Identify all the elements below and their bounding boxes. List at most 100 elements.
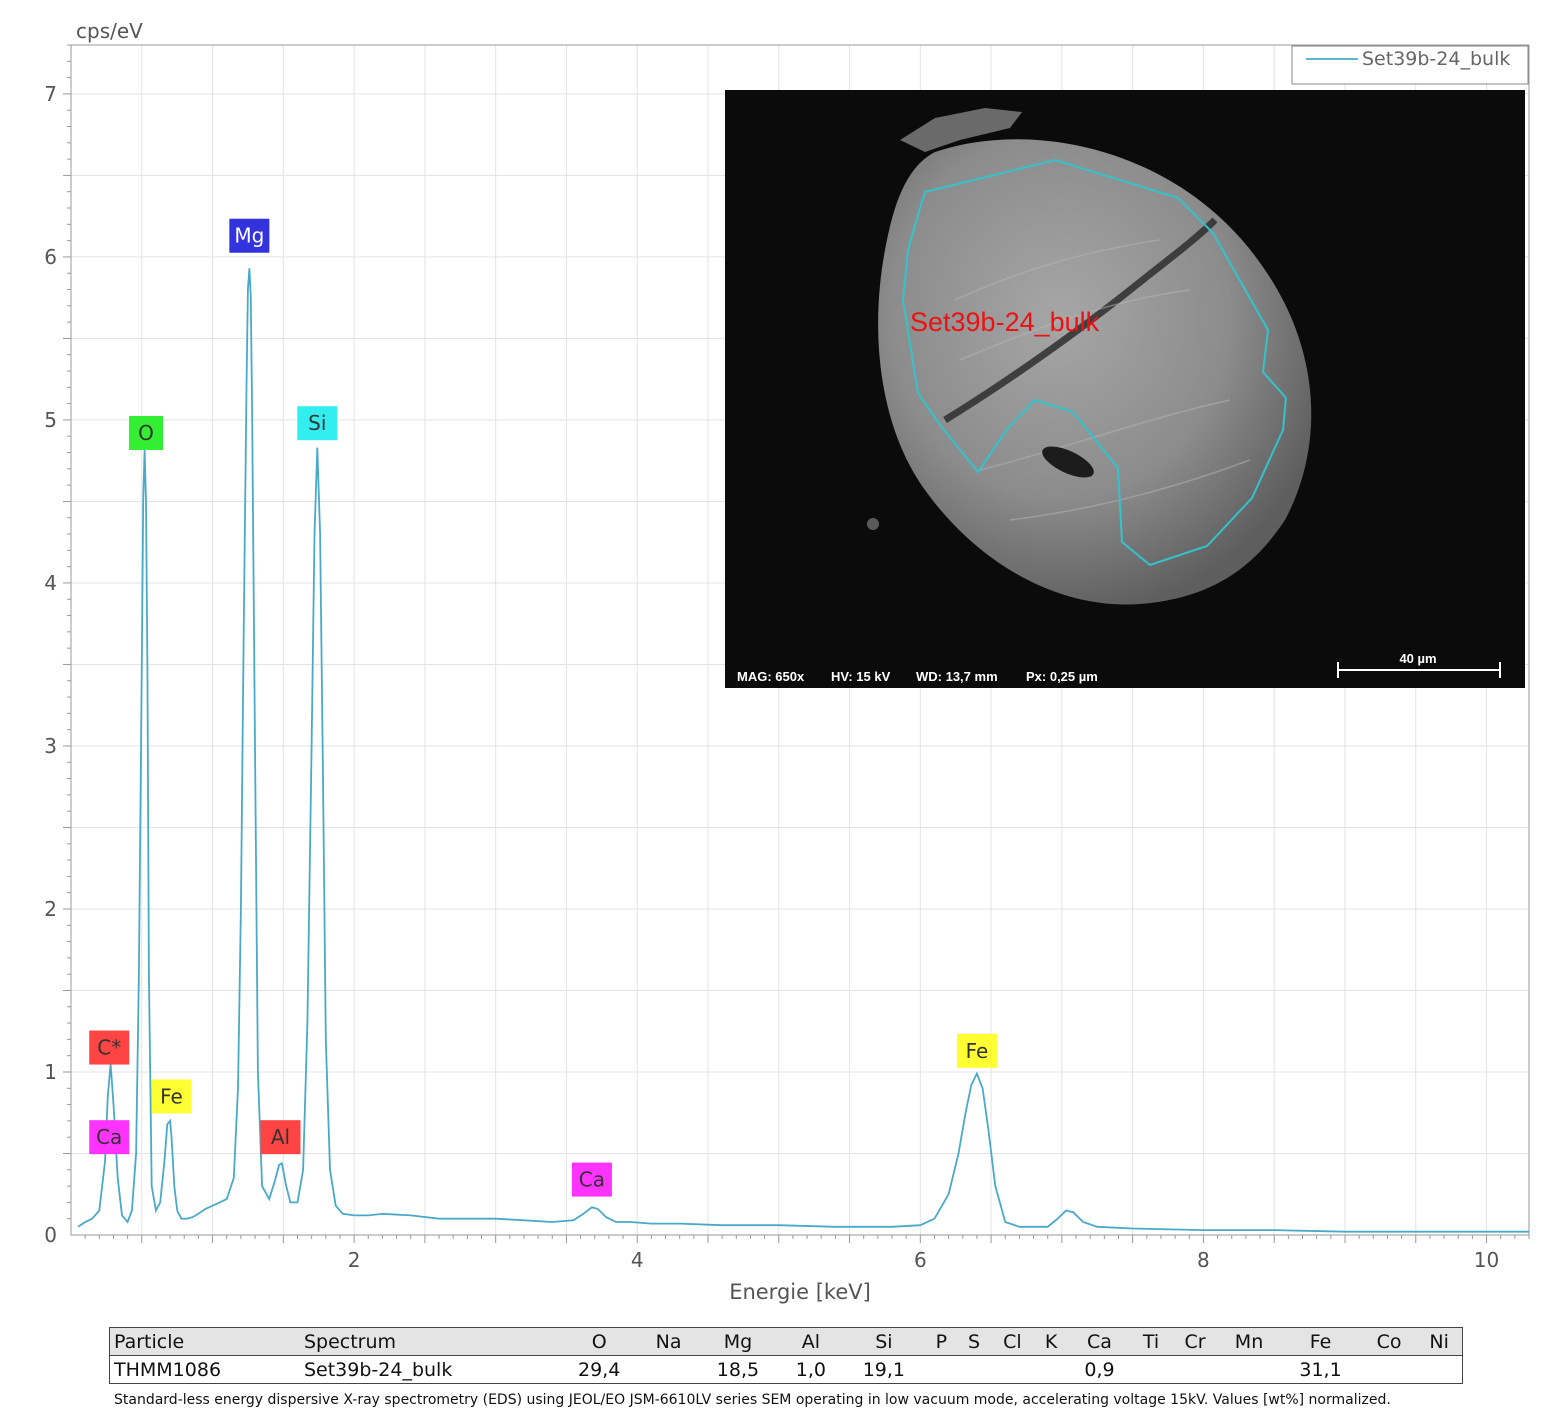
- table-header-cell: Al: [801, 1330, 821, 1353]
- sem-debris: [900, 108, 1022, 152]
- peak-label-box: [260, 1120, 301, 1155]
- composition-table: Particle Spectrum O Na Mg Al Si P S Cl K Ca Ti Cr Mn Fe…: [109, 1327, 1463, 1384]
- table-cell: [991, 1356, 1035, 1384]
- peak-label-text: Ca: [96, 1125, 122, 1149]
- peak-label-text: O: [138, 421, 154, 445]
- peak-label: Fe: [956, 1033, 997, 1068]
- peak-label-text: C*: [97, 1036, 121, 1060]
- sem-grain-texture: [954, 239, 1251, 521]
- table-cell: [1034, 1356, 1068, 1384]
- peak-label-text: Ca: [579, 1168, 605, 1192]
- table-cell: 29,4: [578, 1358, 621, 1381]
- table-header-cell: Spectrum: [303, 1330, 397, 1353]
- peak-label-text: Fe: [160, 1084, 183, 1108]
- table-cell: 19,1: [862, 1358, 906, 1381]
- peak-label-box: [229, 218, 270, 253]
- x-axis-label: Energie [keV]: [729, 1280, 871, 1304]
- table-row: THMM1086 Set39b-24_bulk 29,4 18,5 1,0 19,1 0,9…: [109, 1355, 1463, 1384]
- peak-label-box: [151, 1079, 192, 1114]
- sem-analysis-region: [901, 158, 1288, 567]
- y-axis-label: cps/eV: [76, 19, 143, 43]
- x-tick-label: 6: [914, 1248, 927, 1272]
- sem-info-wd: WD: 13,7 mm: [916, 669, 998, 684]
- peak-label: Si: [297, 406, 338, 441]
- y-tick-label: 3: [44, 734, 57, 758]
- table-cell: [641, 1356, 697, 1384]
- table-header-cell: Ca: [1087, 1330, 1112, 1353]
- table-cell: 18,5: [716, 1358, 760, 1381]
- peak-label: Al: [260, 1120, 301, 1155]
- legend: Set39b-24_bulk: [1291, 45, 1529, 85]
- table-header-cell: Ti: [1142, 1330, 1160, 1353]
- table-header-cell: Ni: [1429, 1330, 1449, 1353]
- table-cell: Set39b-24_bulk: [303, 1358, 453, 1381]
- table-header-cell: S: [967, 1330, 980, 1353]
- sem-scale-bar: [1337, 662, 1501, 678]
- peak-label: Fe: [151, 1079, 192, 1114]
- table-header-cell: Si: [875, 1330, 893, 1353]
- table-cell: [1219, 1356, 1279, 1384]
- y-tick-label: 7: [44, 82, 57, 106]
- table-header-cell: O: [591, 1330, 607, 1353]
- sem-region-label: Set39b-24_bulk: [910, 307, 1100, 337]
- peak-label: Ca: [571, 1162, 612, 1197]
- table-cell: [1416, 1356, 1462, 1384]
- table-cell: [1171, 1356, 1219, 1384]
- table-header-cell: K: [1044, 1330, 1058, 1353]
- sem-grain-crack: [943, 217, 1218, 423]
- y-tick-label: 6: [44, 245, 57, 269]
- y-tick-label: 4: [44, 571, 57, 595]
- x-tick-label: 8: [1197, 1248, 1210, 1272]
- table-cell: [1131, 1356, 1171, 1384]
- axis-ticks: 2 4 6 8 10 0 1 2 3 4 5 6 7: [44, 44, 1530, 1272]
- table-header-row: Particle Spectrum O Na Mg Al Si P S Cl K Ca Ti Cr Mn Fe…: [109, 1327, 1463, 1356]
- spectrum-series-line: [77, 268, 1529, 1233]
- peak-label-box: [297, 406, 338, 441]
- table-header-cell: P: [935, 1330, 948, 1353]
- table-header-cell: Fe: [1309, 1330, 1332, 1353]
- peak-label: O: [129, 415, 164, 450]
- sem-inset-image: Set39b-24_bulk MAG: 650x HV: 15 kV WD: 1…: [725, 90, 1525, 688]
- sem-scale-bar-label: 40 µm: [1399, 651, 1436, 666]
- legend-entry: Set39b-24_bulk: [1362, 48, 1510, 70]
- peak-label-box: [89, 1120, 130, 1155]
- peak-label-text: Mg: [234, 224, 264, 248]
- peak-label-box: [89, 1030, 130, 1065]
- sem-info-px: Px: 0,25 µm: [1026, 669, 1098, 684]
- peak-label: Ca: [89, 1120, 130, 1155]
- table-header-cell: Cr: [1184, 1330, 1206, 1353]
- peak-label-box: [956, 1033, 997, 1068]
- table-cell: [925, 1356, 957, 1384]
- peak-label-text: Si: [308, 411, 326, 435]
- plot-frame: [70, 44, 1530, 1236]
- x-tick-label: 4: [631, 1248, 644, 1272]
- sem-grain-pit: [1042, 446, 1094, 478]
- peak-labels: C* Ca O Fe Mg Al Si Ca Fe: [89, 218, 997, 1197]
- table-cell: THMM1086: [114, 1358, 222, 1381]
- table-header-cell: Co: [1376, 1330, 1402, 1353]
- sem-grain: [878, 139, 1312, 605]
- table-cell: [1362, 1356, 1416, 1384]
- y-tick-label: 2: [44, 897, 57, 921]
- table-header-cell: Mg: [723, 1330, 753, 1353]
- table-header-cell: Cl: [1003, 1330, 1022, 1353]
- peak-label: Mg: [229, 218, 270, 253]
- peak-label: C*: [89, 1030, 130, 1065]
- table-cell: [957, 1356, 990, 1384]
- peak-label-box: [129, 415, 164, 450]
- y-tick-label: 1: [44, 1060, 57, 1084]
- table-cell: 1,0: [795, 1358, 827, 1381]
- y-tick-label: 5: [44, 408, 57, 432]
- sem-info-hv: HV: 15 kV: [831, 669, 891, 684]
- x-tick-label: 10: [1474, 1248, 1499, 1272]
- legend-box: [1291, 45, 1529, 85]
- table-cell: 0,9: [1084, 1358, 1115, 1381]
- peak-label-box: [571, 1162, 612, 1197]
- sem-info-mag: MAG: 650x: [737, 669, 805, 684]
- peak-label-text: Fe: [966, 1039, 989, 1063]
- table-header-cell: Na: [655, 1330, 682, 1353]
- table-header-cell: Particle: [114, 1330, 185, 1353]
- eds-spectrum-chart: 2 4 6 8 10 0 1 2 3 4 5 6 7 cps/eV Energie [keV] C* Ca…: [44, 19, 1530, 1304]
- peak-label-text: Al: [271, 1125, 290, 1149]
- table-cell: 31,1: [1299, 1358, 1342, 1381]
